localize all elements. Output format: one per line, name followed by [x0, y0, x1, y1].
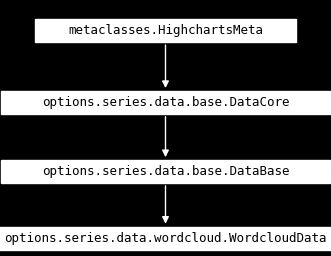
Text: metaclasses.HighchartsMeta: metaclasses.HighchartsMeta: [68, 24, 263, 37]
Text: options.series.data.base.DataCore: options.series.data.base.DataCore: [42, 96, 289, 109]
FancyBboxPatch shape: [1, 91, 330, 114]
Text: options.series.data.base.DataBase: options.series.data.base.DataBase: [42, 165, 289, 178]
FancyBboxPatch shape: [0, 227, 331, 250]
FancyBboxPatch shape: [35, 19, 296, 42]
Text: options.series.data.wordcloud.WordcloudData: options.series.data.wordcloud.WordcloudD…: [4, 232, 327, 244]
FancyBboxPatch shape: [1, 160, 330, 183]
